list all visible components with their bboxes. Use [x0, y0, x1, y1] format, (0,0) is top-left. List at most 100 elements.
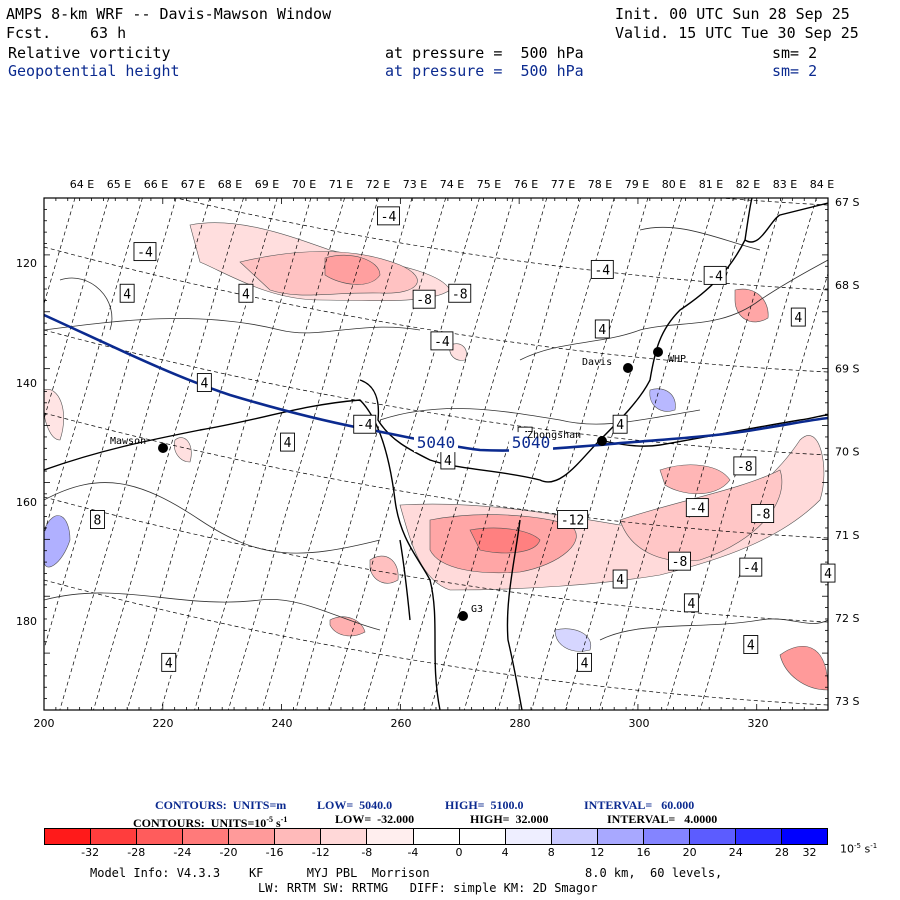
meridian-line: [261, 198, 413, 710]
meridian-line: [44, 198, 177, 651]
contour-label: -4: [381, 210, 397, 225]
right-axis-label: 69 S: [835, 362, 859, 375]
color-scale-label: -32: [81, 846, 100, 859]
vorticity-blob: [174, 437, 192, 463]
contour-labels: -4 -4 4 4 -8 -8 -4 4 -4 4 -4 4 -4 4 4 4 4 -8 8 -12 -4 -8 -8 -4 4…: [90, 206, 836, 672]
left-axis-label: 160: [16, 496, 37, 509]
meridian-line: [666, 198, 817, 710]
station-dot: [623, 363, 633, 373]
color-scale-label: -24: [173, 846, 192, 859]
color-scale-cell: [782, 829, 828, 844]
top-axis-label: 68 E: [218, 178, 242, 191]
top-axis-label: 71 E: [329, 178, 353, 191]
parallel-line: [44, 329, 828, 456]
contour-label: -8: [755, 508, 771, 523]
station-markers: Mawson Davis WHP Zhongshan G3: [110, 347, 686, 621]
right-axis-label: 70 S: [835, 446, 859, 459]
top-axis-label: 66 E: [144, 178, 168, 191]
window-title: AMPS 8-km WRF -- Davis-Mawson Window: [6, 5, 332, 23]
contour-line: [639, 226, 761, 251]
meridian-line: [598, 198, 750, 710]
height-label-box: [509, 432, 554, 453]
contour-label: -8: [737, 460, 753, 475]
color-scale-label: -8: [361, 846, 373, 859]
contour-label: -4: [707, 269, 723, 284]
contour-label-box: [90, 510, 105, 529]
contours-height-interval: INTERVAL= 60.000: [584, 798, 695, 812]
station-dot: [597, 436, 607, 446]
top-axis-label: 78 E: [588, 178, 612, 191]
vorticity-blob: [449, 343, 467, 361]
bottom-axis-label: 280: [510, 717, 531, 730]
height-label: 5040: [512, 433, 551, 452]
contour-label-box: [353, 414, 377, 434]
contours-vort-low: LOW= -32.000: [335, 812, 415, 826]
meridian-line: [632, 198, 784, 710]
contour-label-box: [377, 206, 400, 226]
top-axis-label: 80 E: [662, 178, 686, 191]
top-axis-label: 67 E: [181, 178, 205, 191]
contour-label: 4: [165, 656, 173, 671]
valid-time: Valid. 15 UTC Tue 30 Sep 25: [615, 24, 859, 42]
station-label: Davis: [582, 357, 612, 368]
contour-label-box: [238, 283, 254, 303]
model-resolution: 8.0 km, 60 levels,: [585, 866, 723, 880]
field-2-smoothing: sm= 2: [772, 62, 818, 80]
top-axis-label: 81 E: [699, 178, 723, 191]
station-label: G3: [471, 604, 483, 615]
contour-label-box: [685, 498, 709, 518]
contour-label: 4: [581, 656, 589, 671]
vorticity-blob: [649, 388, 676, 412]
color-scale-label: 20: [682, 846, 697, 859]
color-scale-cell: [505, 829, 552, 844]
contour-line: [379, 408, 701, 425]
field-1-smoothing: sm= 2: [772, 44, 818, 62]
contour-label-box: [577, 652, 592, 672]
parallel-line: [44, 496, 828, 623]
station-label: Zhongshan: [527, 430, 581, 441]
color-scale-cell: [321, 829, 368, 844]
color-scale-label: 32: [802, 846, 817, 859]
contour-label: 4: [123, 287, 131, 302]
meridian-line: [463, 198, 615, 710]
vorticity-blob: [44, 515, 71, 568]
contour-label: 4: [824, 567, 832, 582]
bottom-axis-label: 320: [748, 717, 769, 730]
contour-line: [519, 259, 828, 361]
contour-label: -4: [137, 246, 153, 261]
top-axis-label: 77 E: [551, 178, 575, 191]
top-axis-label: 75 E: [477, 178, 501, 191]
contours-vort-high: HIGH= 32.000: [470, 812, 549, 826]
meridian-line: [699, 272, 828, 710]
top-axis-label: 76 E: [514, 178, 538, 191]
meridian-line: [497, 198, 649, 710]
color-scale-unit: 10-5 s-1: [840, 842, 878, 856]
contour-label: 4: [200, 377, 208, 392]
color-scale-label: -12: [311, 846, 330, 859]
station-dot: [158, 443, 168, 453]
color-scale-label: 24: [728, 846, 743, 859]
meridian-line: [396, 198, 548, 710]
contour-label-box: [161, 652, 177, 672]
init-time: Init. 00 UTC Sun 28 Sep 25: [615, 5, 850, 23]
coastline-segment: [506, 519, 523, 710]
meridian-line: [126, 198, 278, 710]
contour-label: -4: [690, 502, 706, 517]
right-axis-label: 72 S: [835, 612, 859, 625]
meridian-line: [564, 198, 716, 710]
top-axis-label: 72 E: [366, 178, 390, 191]
left-axis-label: 120: [16, 257, 37, 270]
contour-line: [44, 318, 421, 334]
vorticity-blob: [324, 254, 381, 285]
contour-label: -8: [452, 287, 468, 302]
height-label: 5040: [417, 433, 456, 452]
top-axis-label: 73 E: [403, 178, 427, 191]
contour-label-box: [557, 510, 589, 529]
vorticity-shading: [44, 222, 828, 691]
color-scale-cell: [229, 829, 276, 844]
contour-label: -8: [672, 555, 688, 570]
bottom-axis-label: 220: [153, 717, 174, 730]
color-scale-cell: [689, 829, 736, 844]
color-scale-cell: [735, 829, 782, 844]
contour-label-box: [733, 456, 757, 476]
